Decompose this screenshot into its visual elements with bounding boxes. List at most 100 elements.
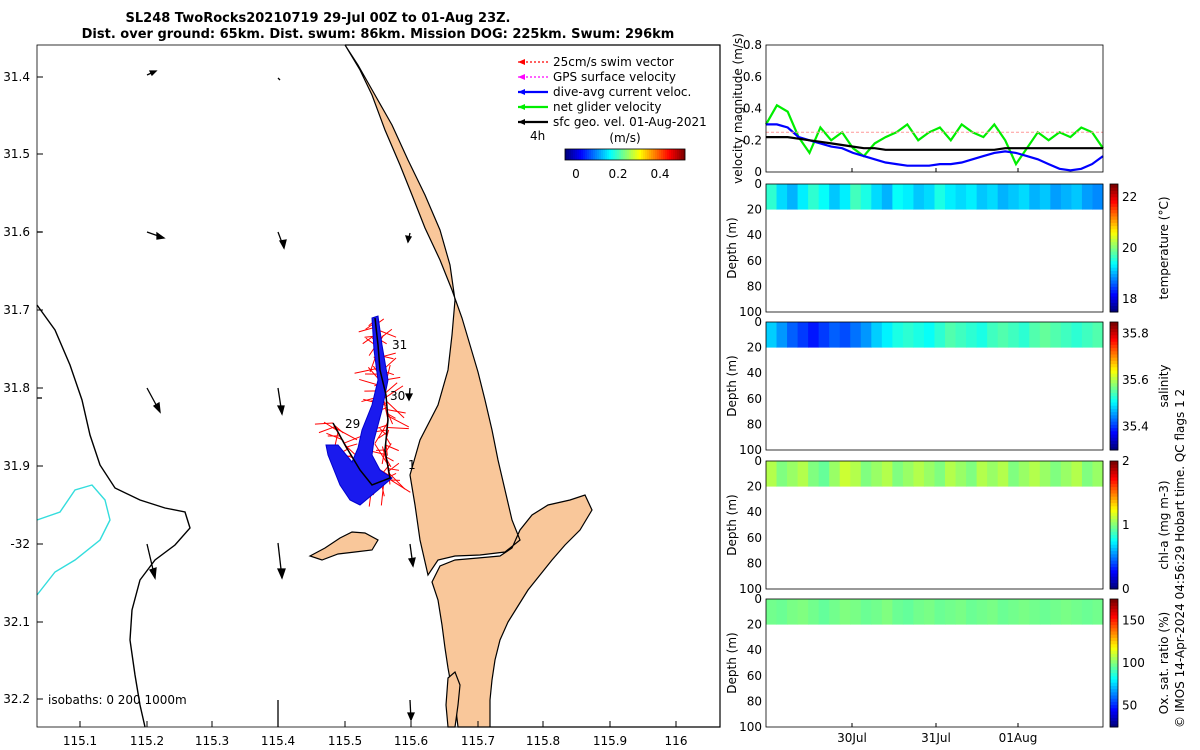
panel-colorbar-frame [1109,460,1119,590]
panel-colorbar-segment [1110,267,1118,271]
legend-arrowhead [518,119,525,125]
title-line1: SL248 TwoRocks20210719 29-Jul 00Z to 01-… [126,11,511,26]
heatmap-cell [892,461,904,487]
heatmap-cell [976,322,988,348]
panel-colorbar-segment [1110,418,1118,422]
panel-colorbar-segment [1110,650,1118,654]
swim-vector [346,443,358,448]
panel-colorbar-segment [1110,634,1118,638]
map-colorbar: 0 0.2 0.4 [564,148,686,181]
heatmap-cell [913,461,925,487]
heatmap-cell [766,599,778,625]
colorbar-segment [629,149,632,160]
colorbar-tick-label: 100 [1122,656,1145,670]
panel-colorbar-segment [1110,254,1118,259]
heatmap-cell [1029,184,1041,210]
colorbar-tick-label: 35.8 [1122,327,1149,341]
panel-colorbar-segment [1110,405,1118,409]
heatmap-cell [997,322,1009,348]
colorbar-segment [587,149,590,160]
heatmap-cell [892,184,904,210]
heatmap-cell [923,322,935,348]
heatmap-cell [797,599,809,625]
panel-colorbar-segment [1110,566,1118,571]
heatmap-cell [1050,184,1062,210]
panel-colorbar-segment [1110,443,1118,448]
day-label-30: 30 [390,389,405,403]
heatmap-cell [1008,322,1020,348]
swim-vector [326,432,343,440]
panel-colorbar-segment [1110,659,1118,664]
heatmap-cell [1092,599,1104,625]
heatmap-cell [945,322,957,348]
heatmap-cell [808,322,820,348]
colorbar-segment [581,149,584,160]
panel-axes-box [765,598,1104,728]
panel-colorbar-segment [1110,363,1118,368]
colorbar-segment [605,149,608,160]
heatmap-cell [966,322,978,348]
heatmap-cell [1029,322,1041,348]
heatmap-cell [913,184,925,210]
panel-colorbar-segment [1110,196,1118,201]
panel-colorbar-segment [1110,398,1118,403]
time-label: 4h [530,129,545,143]
colorbar-segment [619,149,622,160]
swim-vector [314,422,334,425]
panel-colorbar-segment [1110,331,1118,336]
panel-colorbar-segment [1110,656,1118,661]
map-xtick-label: 116 [665,734,688,748]
legend-label: GPS surface velocity [553,70,676,84]
panel-colorbar-segment [1110,280,1118,284]
heatmap-cell [881,461,893,487]
panel-colorbar-segment [1110,666,1118,670]
panel-colorbar-segment [1110,698,1118,702]
colorbar-segment [649,149,652,160]
colorbar-tick: 0 [572,167,580,181]
heatmap-cell [797,184,809,210]
panel-colorbar-segment [1110,553,1118,558]
panel-colorbar-segment [1110,289,1118,294]
colorbar-segment [637,149,640,160]
panel-colorbar-segment [1110,411,1118,416]
swim-vector [378,432,388,439]
swim-vector [388,468,400,471]
colorbar-tick-label: 20 [1122,241,1137,255]
depth-tick-label: 20 [747,480,762,494]
panel-colorbar-segment [1110,360,1118,365]
legend-label: 25cm/s swim vector [553,55,674,69]
colorbar-segment [653,149,656,160]
colorbar-segment [621,149,624,160]
depth-tick-label: 0 [754,592,762,606]
depth-tick-label: 60 [747,254,762,268]
panel-colorbar-segment [1110,408,1118,413]
heatmap-cell [1071,184,1083,210]
panel-colorbar-segment [1110,276,1118,281]
colorbar-tick-label: 22 [1122,190,1137,204]
map-ytick-label: 31.8 [3,381,30,395]
heatmap-cell [860,461,872,487]
panel-colorbar-segment [1110,296,1118,300]
heatmap-cell [1050,322,1062,348]
colorbar-segment [601,149,604,160]
panel-colorbar-segment [1110,477,1118,481]
depth-tick-label: 100 [739,582,762,596]
panel-colorbar-segment [1110,350,1118,355]
depth-tick-label: 20 [747,618,762,632]
colorbar-segment [667,149,670,160]
heatmap-cell [839,322,851,348]
colorbar-segment [597,149,600,160]
velocity-series-line [765,103,1104,167]
panel-colorbar-segment [1110,325,1118,329]
panel-colorbar-segment [1110,334,1118,339]
heatmap-cell [966,184,978,210]
map-xtick-label: 115.6 [394,734,428,748]
colorbar-segment [573,149,576,160]
panel-colorbar-segment [1110,534,1118,539]
heatmap-cell [1092,184,1104,210]
colorbar-tick-label: 18 [1122,292,1137,306]
colorbar-segment [575,149,578,160]
panel-colorbar-segment [1110,461,1118,465]
panel-colorbar-segment [1110,344,1118,349]
